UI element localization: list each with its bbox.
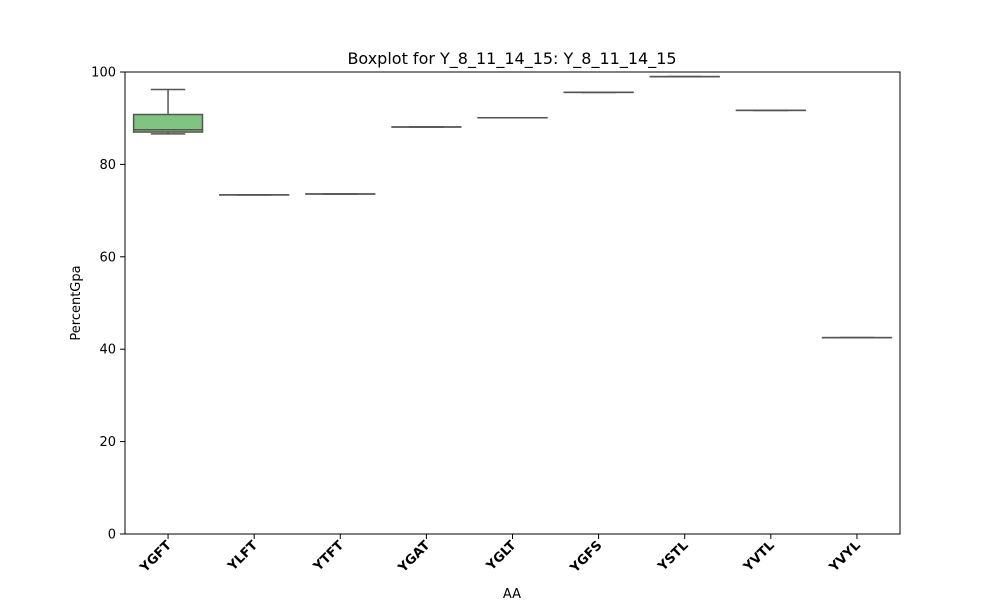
y-tick-label: 20 [99,435,116,450]
x-tick-label: YGLT [483,538,519,574]
x-tick-label: YVTL [740,538,777,575]
y-tick-label: 100 [91,66,116,81]
iqr-box [132,113,204,133]
x-axis-label: AA [503,587,521,600]
y-tick-label: 60 [99,250,116,265]
x-tick-label: YGFT [137,538,175,576]
box-ygft [132,88,204,135]
y-tick-label: 80 [99,158,116,173]
x-tick-label: YGFS [567,538,605,576]
plot-frame [124,71,901,535]
y-axis: 0 20 40 60 80 100 [91,66,125,543]
y-tick-label: 40 [99,343,116,358]
x-tick-label: YVYL [826,538,864,576]
plot-area [132,75,893,339]
x-axis: YGFT YLFT YTFT YGAT YGLT YGFS YSTL YVTL YVYL [137,534,864,577]
chart-title: Boxplot for Y_8_11_14_15: Y_8_11_14_15 [347,49,676,69]
y-tick-label: 0 [108,528,116,543]
x-tick-label: YLFT [225,538,261,574]
x-tick-label: YSTL [655,538,692,575]
x-tick-label: YTFT [310,538,347,575]
y-axis-label: PercentGpa [69,265,84,340]
x-tick-label: YGAT [395,538,433,576]
